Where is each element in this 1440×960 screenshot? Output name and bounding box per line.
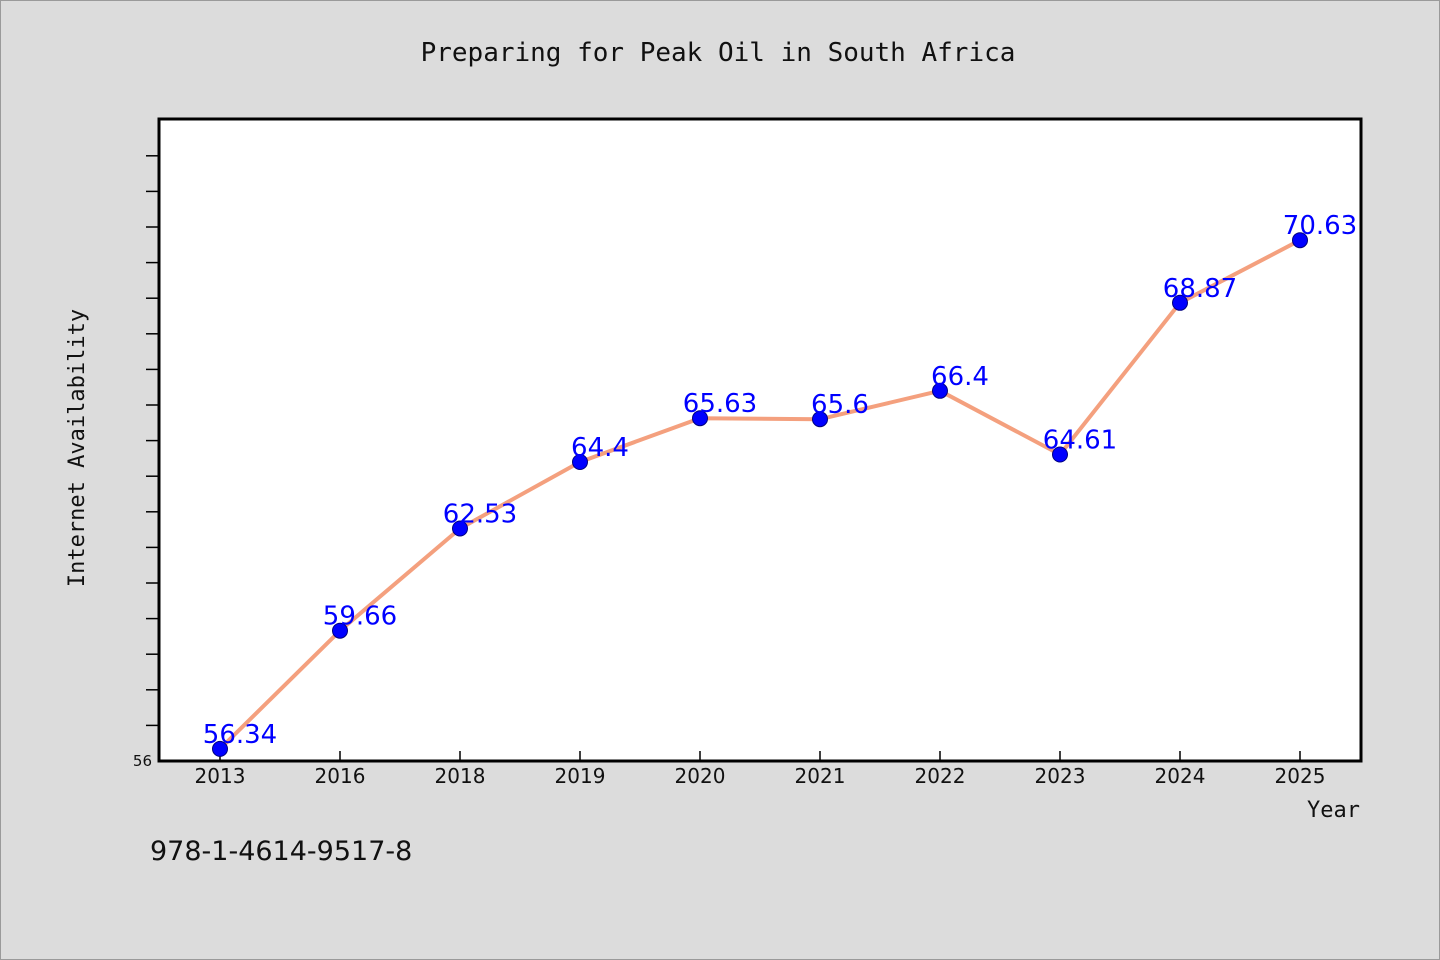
data-point [692,410,708,427]
isbn-text: 978-1-4614-9517-8 [150,836,413,867]
data-label: 64.61 [1043,425,1117,455]
data-point [1172,294,1188,311]
data-label: 65.63 [683,389,757,419]
data-point [932,382,948,399]
data-point [212,740,228,757]
x-tick-label: 2025 [1275,764,1326,788]
chart-title: Preparing for Peak Oil in South Africa [421,38,1016,68]
data-label: 56.34 [203,720,277,750]
data-point [452,520,468,537]
data-point [812,411,828,428]
x-tick-label: 2018 [435,764,486,788]
x-tick-label: 2020 [675,764,726,788]
x-axis-ticks: 2013 2016 2018 2019 2020 2021 2022 2023 2024 2025 [195,751,1326,788]
x-tick-label: 2021 [795,764,846,788]
data-point [572,454,588,470]
x-tick-label: 2024 [1155,764,1206,788]
data-label: 59.66 [323,602,397,632]
data-point [1052,446,1068,463]
data-point [332,622,348,639]
data-point [1292,232,1308,249]
data-label: 70.63 [1283,211,1357,241]
x-tick-label: 2013 [195,764,246,788]
plot-area [157,117,1363,763]
data-label: 65.6 [811,390,869,420]
y-tick-label: 56 [133,752,152,770]
x-tick-label: 2023 [1035,764,1086,788]
data-labels: 56.34 59.66 62.53 64.4 65.63 65.6 66.4 64.61 68.… [203,211,1357,750]
data-label: 64.4 [571,433,629,463]
data-label: 62.53 [443,500,517,530]
series-line [218,238,1301,751]
x-tick-label: 2022 [915,764,966,788]
data-markers [212,232,1308,757]
y-axis-label: Internet Availability [65,309,90,587]
x-tick-label: 2016 [315,764,366,788]
y-axis-ticks: 56 [133,155,159,770]
x-tick-label: 2019 [555,764,606,788]
x-axis-label: Year [1307,798,1360,823]
data-label: 68.87 [1163,274,1237,304]
data-label: 66.4 [931,362,989,392]
